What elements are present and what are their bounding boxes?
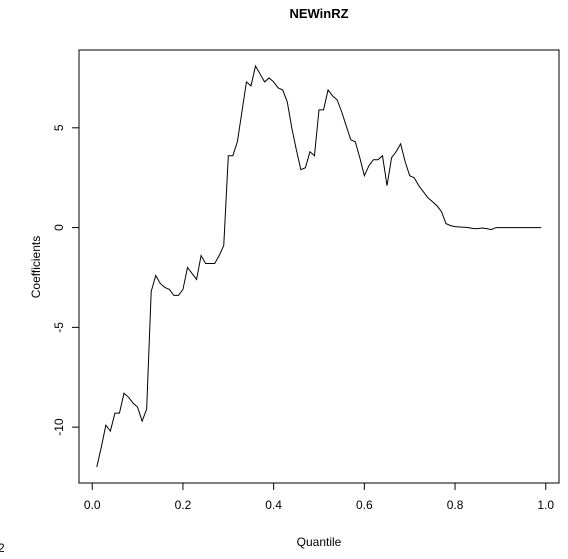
data-line [96, 64, 542, 468]
chart-title: NEWinRZ [289, 6, 348, 21]
y-axis-label: Coefficients [29, 236, 43, 298]
y-tick-label: -5 [52, 322, 66, 333]
plot-frame [78, 49, 560, 484]
y-tick-label: -10 [52, 418, 66, 436]
x-tick-label: 1.0 [537, 498, 554, 512]
x-tick-label: 0.4 [265, 498, 282, 512]
corner-text: 2 [0, 541, 5, 554]
x-axis-label: Quantile [297, 535, 342, 549]
y-tick-label: 0 [52, 224, 66, 231]
x-tick-label: 0.8 [447, 498, 464, 512]
x-tick-label: 0.2 [175, 498, 192, 512]
x-tick-label: 0.0 [84, 498, 101, 512]
y-tick-label: 5 [52, 124, 66, 131]
x-tick-label: 0.6 [356, 498, 373, 512]
